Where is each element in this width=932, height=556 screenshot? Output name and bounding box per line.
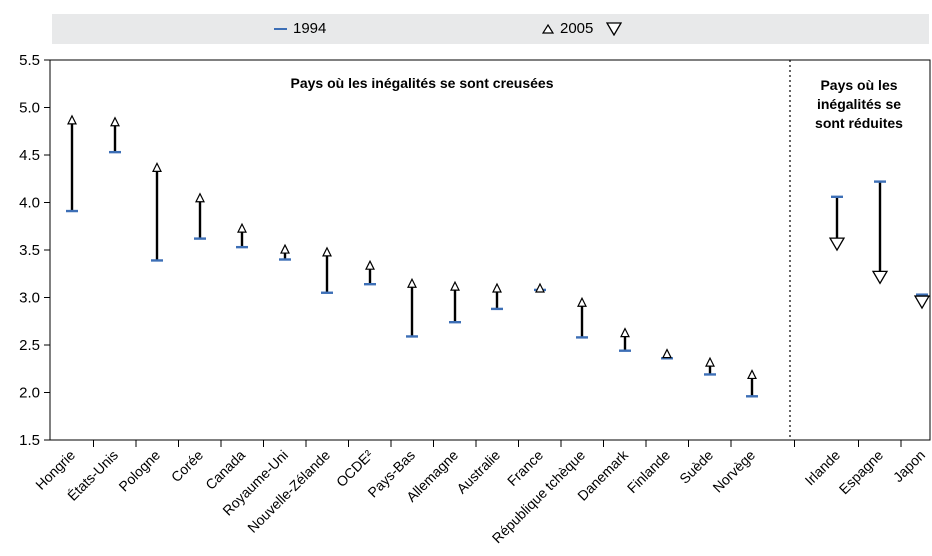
marker-2005-up bbox=[577, 296, 587, 307]
marker-2005-up bbox=[620, 327, 630, 338]
y-tick-label: 5.5 bbox=[19, 52, 40, 69]
marker-2005-up bbox=[747, 369, 757, 380]
legend-label-1994: 1994 bbox=[293, 20, 327, 37]
marker-2005-down bbox=[828, 237, 846, 252]
category-label: Pologne bbox=[115, 447, 163, 495]
marker-2005-down bbox=[871, 270, 889, 285]
legend: 1994 2005 bbox=[52, 14, 929, 44]
marker-2005-up bbox=[152, 162, 162, 172]
dash-marker-icon bbox=[274, 28, 287, 31]
marker-2005-up bbox=[662, 348, 672, 359]
marker-2005-up bbox=[237, 222, 247, 233]
y-tick-label: 2.5 bbox=[19, 337, 40, 354]
y-tick-label: 3.0 bbox=[19, 290, 40, 307]
marker-2005-up bbox=[110, 116, 120, 127]
region-title-increase: Pays où les inégalités se sont creusées bbox=[290, 75, 553, 91]
marker-2005-up bbox=[280, 243, 290, 254]
marker-2005-up bbox=[195, 192, 205, 203]
category-label: Finlande bbox=[624, 447, 673, 496]
y-tick-label: 4.0 bbox=[19, 195, 40, 212]
legend-item-2005: 2005 bbox=[542, 14, 622, 44]
legend-item-1994: 1994 bbox=[274, 14, 326, 44]
marker-2005-up bbox=[365, 259, 375, 270]
y-tick-label: 5.0 bbox=[19, 100, 40, 117]
triangle-up-icon bbox=[542, 24, 554, 34]
region-title-line: Pays où les bbox=[820, 77, 897, 93]
category-label: Australie bbox=[453, 447, 503, 497]
marker-2005-up bbox=[322, 246, 332, 257]
y-tick-label: 2.0 bbox=[19, 385, 40, 402]
region-title-decrease: Pays où les inégalités se sont réduites bbox=[815, 77, 903, 131]
category-label: Espagne bbox=[836, 447, 887, 498]
plot-area bbox=[49, 59, 931, 441]
category-label: Irlande bbox=[802, 447, 844, 489]
marker-2005-up bbox=[705, 356, 715, 367]
category-label: Japon bbox=[890, 447, 928, 485]
region-title-line: sont réduites bbox=[815, 115, 903, 131]
category-label: Suède bbox=[676, 447, 716, 487]
y-tick-label: 1.5 bbox=[19, 432, 40, 449]
marker-2005-up bbox=[492, 282, 502, 293]
marker-2005-down bbox=[913, 295, 931, 310]
y-tick-label: 4.5 bbox=[19, 147, 40, 164]
region-title-line: inégalités se bbox=[817, 96, 901, 112]
legend-label-2005: 2005 bbox=[560, 20, 594, 37]
marker-2005-up bbox=[450, 280, 460, 291]
category-label: Norvège bbox=[709, 447, 758, 496]
marker-2005-up bbox=[67, 114, 77, 125]
marker-2005-up bbox=[407, 277, 417, 288]
y-tick-label: 3.5 bbox=[19, 242, 40, 259]
marker-2005-up bbox=[535, 282, 545, 293]
category-label: Corée bbox=[168, 447, 206, 485]
triangle-down-icon bbox=[605, 22, 622, 37]
